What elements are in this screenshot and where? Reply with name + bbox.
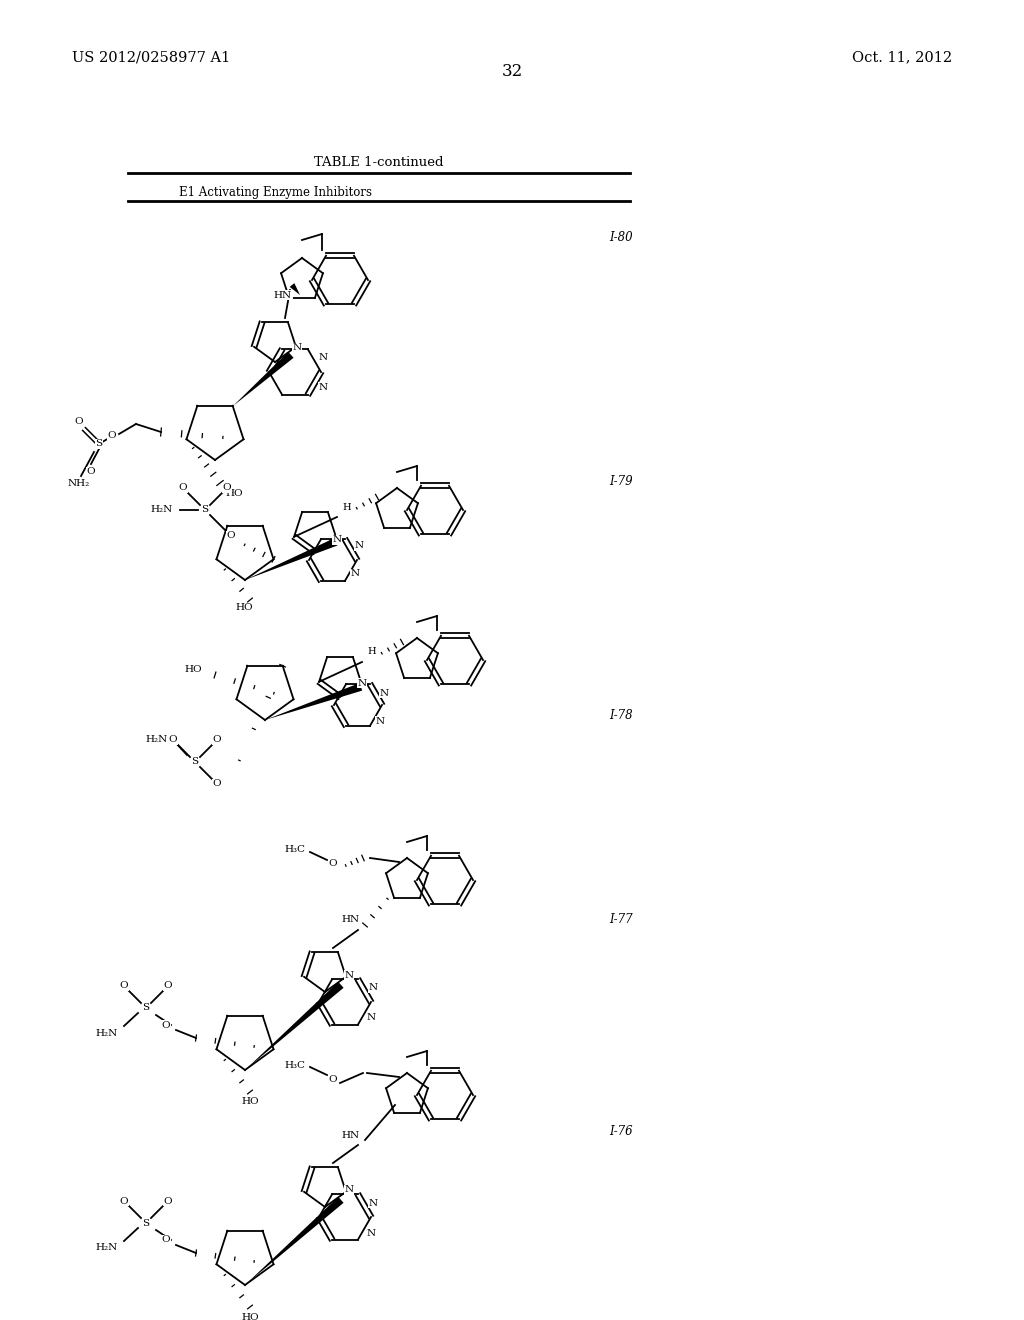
Text: TABLE 1-continued: TABLE 1-continued [314, 156, 443, 169]
Text: N: N [369, 983, 378, 993]
Polygon shape [245, 982, 344, 1071]
Text: N: N [367, 1014, 376, 1023]
Text: H: H [343, 503, 351, 511]
Polygon shape [290, 282, 300, 294]
Text: I-78: I-78 [609, 709, 633, 722]
Text: O: O [213, 780, 221, 788]
Text: O: O [329, 1074, 337, 1084]
Text: N: N [380, 689, 388, 697]
Text: O: O [213, 735, 221, 744]
Text: O: O [226, 532, 236, 540]
Text: O: O [178, 483, 187, 492]
Polygon shape [233, 352, 294, 407]
Text: S: S [191, 758, 199, 767]
Text: NH₂: NH₂ [68, 479, 90, 488]
Polygon shape [245, 1197, 344, 1284]
Text: I-80: I-80 [609, 231, 633, 244]
Text: O: O [164, 982, 172, 990]
Text: N: N [293, 343, 301, 352]
Text: H₂N: H₂N [96, 1243, 118, 1253]
Text: I-76: I-76 [609, 1125, 633, 1138]
Text: H₃C: H₃C [284, 846, 305, 854]
Text: O: O [120, 982, 128, 990]
Text: H₂N: H₂N [145, 735, 167, 744]
Text: N: N [354, 541, 364, 550]
Text: S: S [142, 1003, 150, 1012]
Text: 32: 32 [502, 63, 522, 81]
Text: E1 Activating Enzyme Inhibitors: E1 Activating Enzyme Inhibitors [179, 186, 372, 199]
Text: HN: HN [273, 290, 292, 300]
Text: N: N [318, 383, 328, 392]
Text: HN: HN [342, 916, 360, 924]
Text: HO: HO [242, 1312, 259, 1320]
Text: H: H [368, 648, 376, 656]
Text: O: O [120, 1196, 128, 1205]
Text: S: S [202, 506, 209, 515]
Text: N: N [318, 352, 328, 362]
Text: O: O [87, 467, 95, 477]
Text: N: N [344, 970, 353, 979]
Text: N: N [344, 1185, 353, 1195]
Text: H₃C: H₃C [284, 1060, 305, 1069]
Text: O: O [108, 432, 117, 441]
Text: H₂N: H₂N [96, 1028, 118, 1038]
Text: O: O [162, 1236, 170, 1245]
Polygon shape [245, 539, 338, 579]
Text: HO: HO [234, 603, 253, 612]
Text: O: O [222, 483, 231, 492]
Text: I-79: I-79 [609, 475, 633, 488]
Text: N: N [376, 717, 385, 726]
Text: US 2012/0258977 A1: US 2012/0258977 A1 [72, 50, 230, 65]
Text: HO: HO [242, 1097, 259, 1106]
Text: HO: HO [225, 488, 243, 498]
Text: H₂N: H₂N [150, 506, 172, 515]
Text: S: S [95, 440, 102, 449]
Text: O: O [329, 859, 337, 869]
Text: N: N [357, 678, 367, 688]
Text: I-77: I-77 [609, 913, 633, 927]
Text: S: S [142, 1218, 150, 1228]
Text: HN: HN [342, 1130, 360, 1139]
Text: O: O [164, 1196, 172, 1205]
Text: O: O [75, 417, 83, 426]
Text: N: N [367, 1229, 376, 1238]
Text: Oct. 11, 2012: Oct. 11, 2012 [852, 50, 952, 65]
Text: N: N [350, 569, 359, 578]
Text: N: N [369, 1199, 378, 1208]
Text: HO: HO [184, 665, 202, 675]
Polygon shape [265, 682, 362, 719]
Text: O: O [169, 735, 177, 744]
Text: O: O [162, 1020, 170, 1030]
Text: N: N [333, 536, 342, 544]
